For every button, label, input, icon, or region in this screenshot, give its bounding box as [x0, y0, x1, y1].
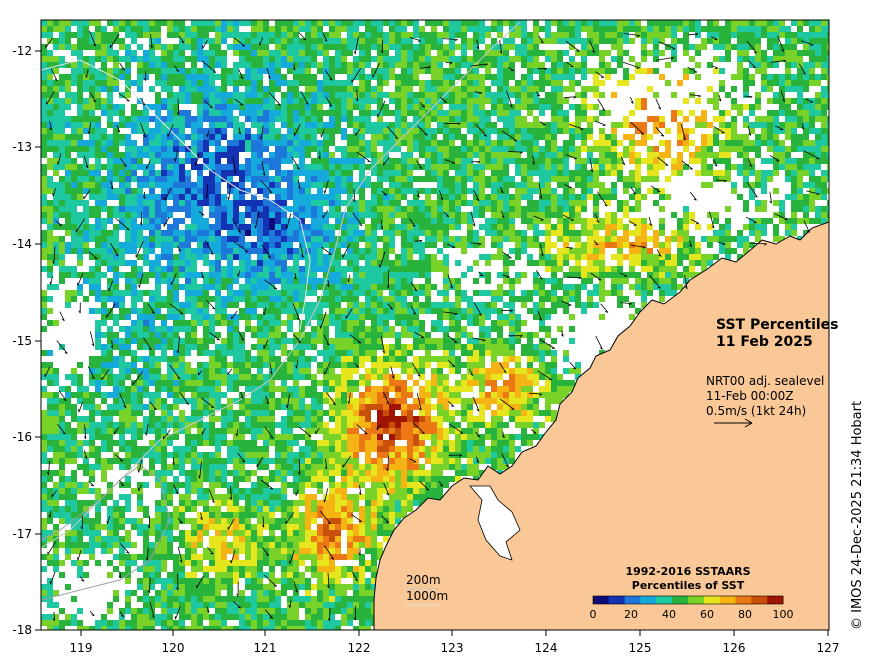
- legend-title: 1992-2016 SSTAARS: [625, 565, 750, 578]
- x-tick-label: 125: [629, 641, 652, 655]
- map-date: 11 Feb 2025: [716, 334, 813, 350]
- legend-swatch: [624, 596, 641, 604]
- sst-pixel-group: [47, 20, 389, 410]
- current-source-label: NRT00 adj. sealevel: [706, 374, 824, 388]
- contour-200m-label: 200m: [406, 573, 441, 587]
- y-tick-label: -18: [12, 623, 32, 637]
- legend-swatch: [608, 596, 626, 604]
- map-plot-area: [41, 20, 829, 630]
- sst-pixel-group: [179, 68, 749, 602]
- y-tick-label: -14: [12, 237, 32, 251]
- sst-pixel-group: [41, 20, 829, 630]
- legend-subtitle: Percentiles of SST: [632, 579, 745, 592]
- legend-swatch: [751, 596, 768, 604]
- legend-tick-label: 60: [700, 608, 714, 621]
- legend-swatch: [719, 596, 736, 604]
- y-tick-label: -15: [12, 334, 32, 348]
- legend-swatch: [593, 596, 610, 604]
- legend-swatch: [767, 596, 784, 604]
- current-vectors: [44, 30, 820, 622]
- x-tick-label: 126: [723, 641, 746, 655]
- legend-swatch: [656, 596, 673, 604]
- legend-swatch: [735, 596, 752, 604]
- y-tick-label: -13: [12, 140, 32, 154]
- shelf-outline: [41, 464, 171, 601]
- legend-tick-label: 0: [590, 608, 597, 621]
- y-tick-label: -16: [12, 430, 32, 444]
- contour-1000m: [41, 59, 311, 331]
- x-tick-label: 121: [254, 641, 277, 655]
- legend-swatch: [640, 596, 657, 604]
- x-axis: 119 120 121 122 123 124 125 126 127: [70, 630, 840, 655]
- x-tick-label: 127: [817, 641, 840, 655]
- x-tick-label: 124: [535, 641, 558, 655]
- contour-1000m-label: 1000m: [406, 589, 448, 603]
- legend-tick-label: 20: [624, 608, 638, 621]
- legend-tick-label: 100: [773, 608, 794, 621]
- legend-swatch: [672, 596, 689, 604]
- y-tick-label: -12: [12, 44, 32, 58]
- x-tick-label: 122: [348, 641, 371, 655]
- current-vector-layer: [44, 30, 820, 622]
- sst-pixel-group: [41, 20, 829, 630]
- legend-tick-label: 40: [662, 608, 676, 621]
- legend-tick-label: 80: [738, 608, 752, 621]
- map-title: SST Percentiles: [716, 317, 839, 333]
- current-time-label: 11-Feb 00:00Z: [706, 389, 793, 403]
- current-scale-arrow: [714, 418, 753, 428]
- x-tick-label: 119: [70, 641, 93, 655]
- plot-frame: [40, 19, 830, 631]
- x-tick-label: 120: [162, 641, 185, 655]
- legend-swatch: [688, 596, 705, 604]
- sst-pixel-group: [311, 98, 689, 560]
- contour-200m: [41, 21, 521, 549]
- sst-pixel-layer: [41, 20, 829, 630]
- legend-swatch: [703, 596, 721, 604]
- coastline: [373, 221, 829, 630]
- legend-colorbar: [592, 595, 784, 605]
- current-scale-label: 0.5m/s (1kt 24h): [706, 404, 806, 418]
- y-axis: -12 -13 -14 -15 -16 -17 -18: [12, 44, 41, 637]
- imos-credit: © IMOS 24-Dec-2025 21:34 Hobart: [850, 401, 865, 630]
- sst-pixel-group: [245, 218, 275, 236]
- king-sound-inlet: [469, 485, 521, 561]
- sst-pixel-group: [377, 404, 419, 440]
- y-tick-label: -17: [12, 527, 32, 541]
- colorbar-legend: 1992-2016 SSTAARS Percentiles of SST 0 2…: [590, 565, 794, 621]
- x-tick-label: 123: [441, 641, 464, 655]
- sst-pixel-group: [41, 20, 829, 630]
- sst-pixel-group: [161, 128, 305, 266]
